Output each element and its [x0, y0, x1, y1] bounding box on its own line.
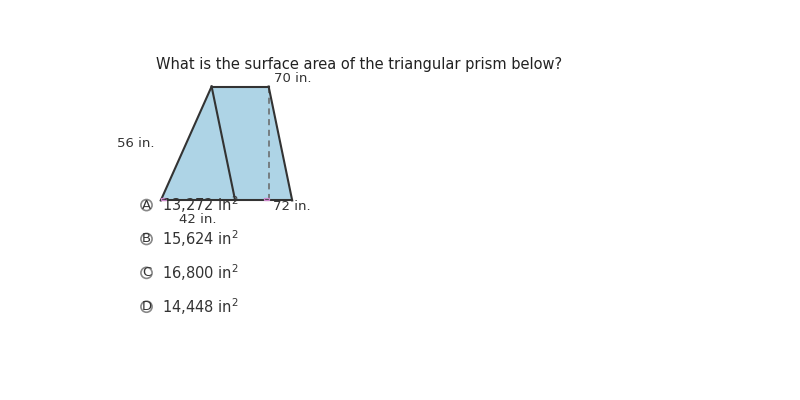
Text: What is the surface area of the triangular prism below?: What is the surface area of the triangul…	[156, 57, 562, 72]
Text: 70 in.: 70 in.	[274, 72, 311, 85]
Text: 42 in.: 42 in.	[179, 213, 217, 226]
Text: 56 in.: 56 in.	[117, 137, 154, 150]
Text: 16,800 in$^2$: 16,800 in$^2$	[162, 262, 238, 283]
Text: 13,272 in$^2$: 13,272 in$^2$	[162, 195, 238, 216]
Text: B: B	[142, 232, 151, 246]
Text: A: A	[142, 198, 151, 212]
Polygon shape	[161, 86, 235, 200]
Polygon shape	[211, 86, 292, 200]
Text: D: D	[142, 300, 151, 313]
Text: 14,448 in$^2$: 14,448 in$^2$	[162, 296, 238, 317]
Polygon shape	[218, 86, 292, 200]
Text: 72 in.: 72 in.	[273, 200, 310, 213]
Text: 15,624 in$^2$: 15,624 in$^2$	[162, 229, 238, 249]
Text: C: C	[142, 266, 151, 279]
